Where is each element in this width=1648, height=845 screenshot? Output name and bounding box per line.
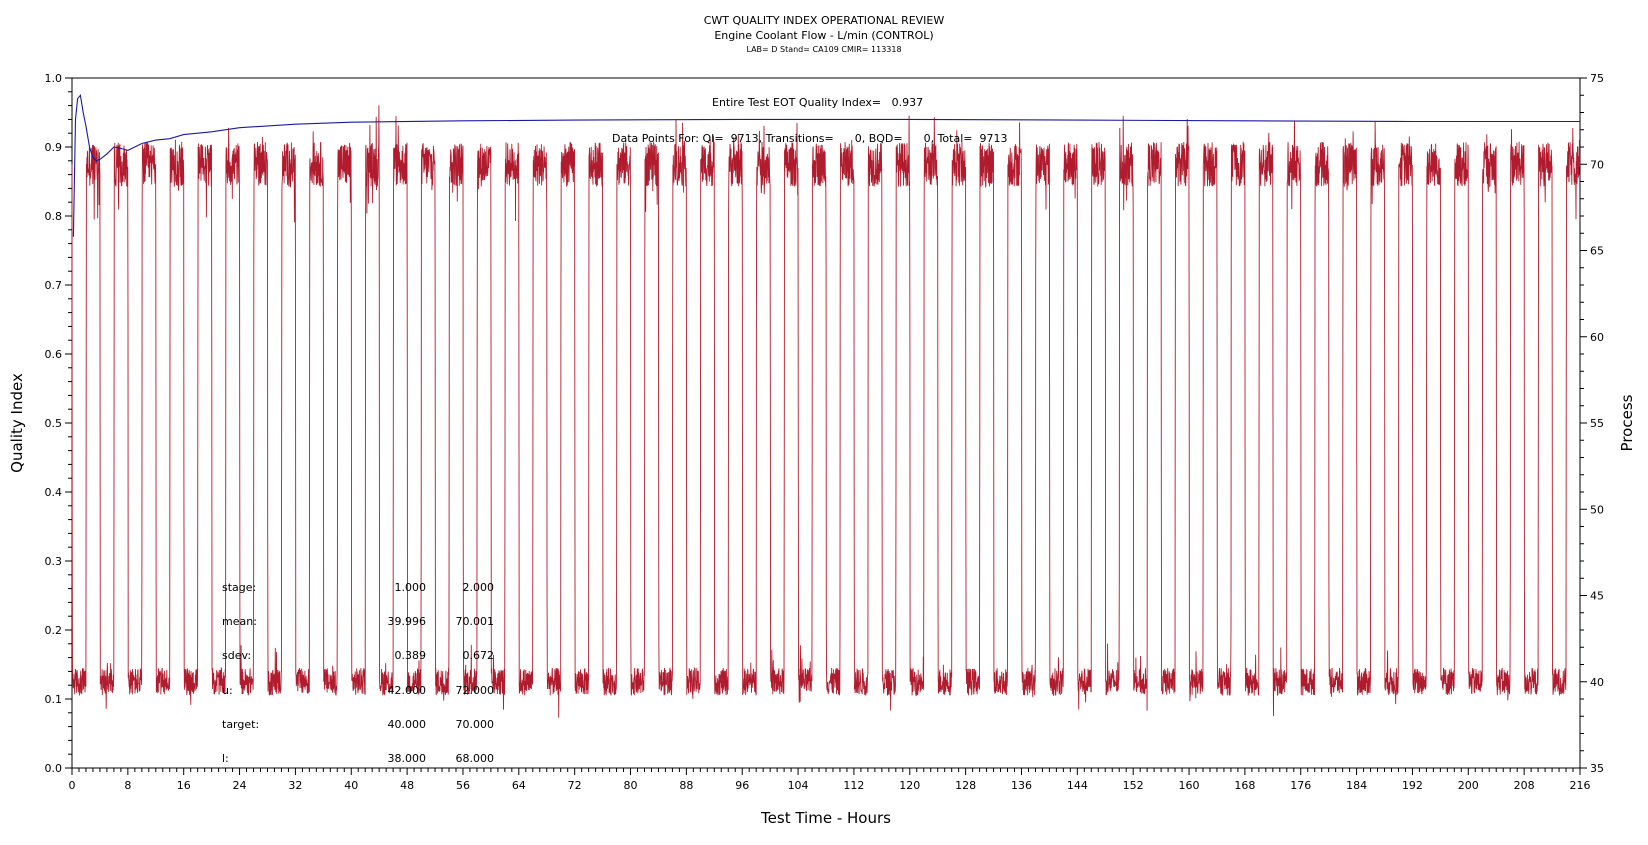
- x-tick-label: 136: [1011, 779, 1032, 792]
- y-right-tick-label: 35: [1590, 762, 1604, 775]
- x-tick-label: 48: [400, 779, 414, 792]
- x-tick-label: 8: [124, 779, 131, 792]
- chart-title: CWT QUALITY INDEX OPERATIONAL REVIEW: [704, 14, 945, 27]
- y-left-tick-label: 0.9: [45, 141, 63, 154]
- y-left-axis: 0.0 0.1 0.2 0.3 0.4 0.5 0.6 0.7 0.8 0.9 1.0: [45, 72, 72, 775]
- stat-value-1: 0.389: [395, 649, 427, 662]
- stat-value-2: 2.000: [463, 581, 495, 594]
- x-tick-label: 16: [177, 779, 191, 792]
- stat-value-2: 70.000: [456, 718, 495, 731]
- y-right-axis-label: Process: [1618, 394, 1636, 451]
- x-tick-label: 24: [233, 779, 247, 792]
- stats-table: stage: 1.000 2.000 mean: 39.996 70.001 s…: [222, 581, 494, 765]
- quality-index-line: [72, 94, 1580, 237]
- process-line: [71, 105, 1581, 718]
- process-series: [71, 105, 1581, 718]
- y-right-tick-label: 70: [1590, 158, 1604, 171]
- x-tick-label: 56: [456, 779, 470, 792]
- x-tick-label: 152: [1123, 779, 1144, 792]
- x-tick-label: 184: [1346, 779, 1367, 792]
- x-axis: 0 8 16 24 32 40 48 56 64 72 80 88 96 104 112 120 128 136 1…: [69, 768, 1591, 792]
- stat-value-2: 70.001: [456, 615, 495, 628]
- x-tick-label: 120: [899, 779, 920, 792]
- stat-label: stage:: [222, 581, 256, 594]
- x-tick-label: 160: [1179, 779, 1200, 792]
- data-points-summary: Data Points For: QI= 9713, Transitions= …: [612, 132, 1007, 145]
- y-left-tick-label: 0.7: [45, 279, 63, 292]
- chart-meta: LAB= D Stand= CA109 CMIR= 113318: [746, 45, 901, 54]
- stat-value-2: 0.672: [463, 649, 495, 662]
- y-left-tick-label: 1.0: [45, 72, 63, 85]
- x-tick-label: 64: [512, 779, 526, 792]
- stat-label: u:: [222, 684, 233, 697]
- stat-label: l:: [222, 752, 229, 765]
- y-left-tick-label: 0.8: [45, 210, 63, 223]
- x-tick-label: 192: [1402, 779, 1423, 792]
- x-tick-label: 104: [788, 779, 809, 792]
- y-right-tick-label: 60: [1590, 331, 1604, 344]
- x-axis-label: Test Time - Hours: [760, 809, 891, 827]
- y-right-tick-label: 40: [1590, 676, 1604, 689]
- y-left-tick-label: 0.6: [45, 348, 63, 361]
- x-tick-label: 128: [955, 779, 976, 792]
- x-tick-label: 200: [1458, 779, 1479, 792]
- quality-index-series: [72, 94, 1580, 237]
- y-left-tick-label: 0.5: [45, 417, 63, 430]
- stat-value-1: 38.000: [388, 752, 427, 765]
- stat-value-2: 72.000: [456, 684, 495, 697]
- y-left-tick-label: 0.0: [45, 762, 63, 775]
- x-tick-label: 208: [1514, 779, 1535, 792]
- y-right-axis: 35 40 45 50 55 60 65 70 75: [1580, 72, 1604, 775]
- x-tick-label: 72: [568, 779, 582, 792]
- y-right-tick-label: 50: [1590, 503, 1604, 516]
- x-tick-label: 96: [735, 779, 749, 792]
- x-tick-label: 32: [288, 779, 302, 792]
- y-left-tick-label: 0.2: [45, 624, 63, 637]
- y-right-tick-label: 55: [1590, 417, 1604, 430]
- x-tick-label: 112: [843, 779, 864, 792]
- y-left-tick-label: 0.3: [45, 555, 63, 568]
- stat-value-2: 68.000: [456, 752, 495, 765]
- stat-label: sdev:: [222, 649, 251, 662]
- x-tick-label: 0: [69, 779, 76, 792]
- y-right-tick-label: 65: [1590, 245, 1604, 258]
- y-left-axis-label: Quality Index: [8, 373, 26, 473]
- stat-value-1: 42.000: [388, 684, 427, 697]
- eot-quality-index: Entire Test EOT Quality Index= 0.937: [712, 96, 923, 109]
- x-tick-label: 80: [624, 779, 638, 792]
- x-tick-label: 88: [679, 779, 693, 792]
- x-tick-label: 216: [1570, 779, 1591, 792]
- stat-label: mean:: [222, 615, 257, 628]
- x-tick-label: 168: [1234, 779, 1255, 792]
- y-left-tick-label: 0.4: [45, 486, 63, 499]
- chart-subtitle: Engine Coolant Flow - L/min (CONTROL): [714, 29, 933, 42]
- x-tick-label: 144: [1067, 779, 1088, 792]
- stat-value-1: 39.996: [388, 615, 427, 628]
- stat-value-1: 1.000: [395, 581, 427, 594]
- y-left-tick-label: 0.1: [45, 693, 63, 706]
- stat-label: target:: [222, 718, 259, 731]
- x-tick-label: 176: [1290, 779, 1311, 792]
- y-right-tick-label: 45: [1590, 590, 1604, 603]
- stat-value-1: 40.000: [388, 718, 427, 731]
- x-tick-label: 40: [344, 779, 358, 792]
- y-right-tick-label: 75: [1590, 72, 1604, 85]
